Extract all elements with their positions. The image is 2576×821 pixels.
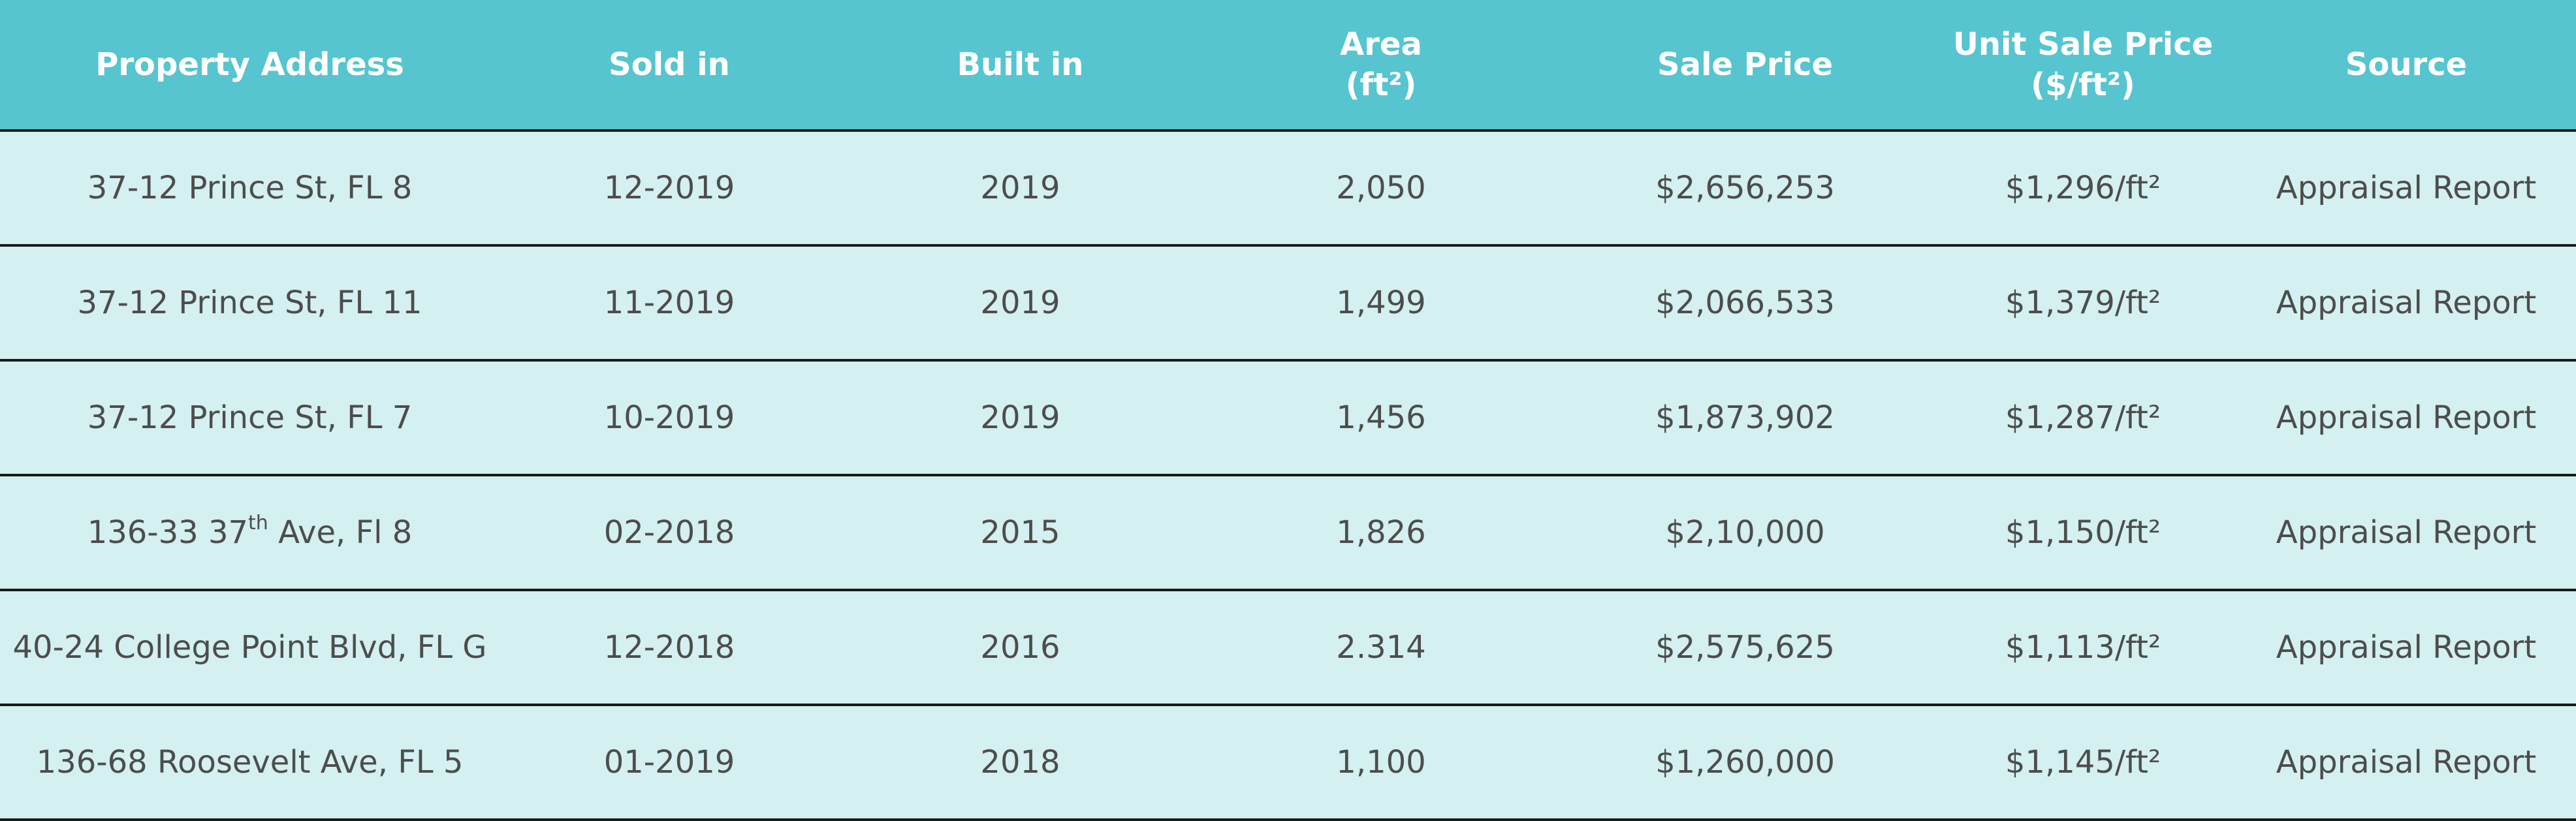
cell-sale-price: $1,873,902	[1561, 360, 1930, 476]
cell-source: Appraisal Report	[2236, 705, 2576, 821]
header-unit: (ft²)	[1345, 67, 1417, 103]
cell-built-in: 2019	[839, 245, 1201, 362]
table-row: 37-12 Prince St, FL 8 12-2019 2019 2,050…	[0, 131, 2576, 247]
cell-built-in: 2018	[839, 705, 1201, 821]
cell-address: 136-68 Roosevelt Ave, FL 5	[0, 705, 500, 821]
cell-built-in: 2019	[839, 131, 1201, 247]
header-label: Built in	[957, 46, 1084, 83]
address-part: Ave, Fl 8	[268, 514, 413, 551]
cell-unit-price: $1,145/ft²	[1930, 705, 2236, 821]
cell-sold-in: 12-2019	[500, 131, 839, 247]
cell-sale-price: $2,656,253	[1561, 131, 1930, 247]
cell-address: 40-24 College Point Blvd, FL G	[0, 590, 500, 706]
header-row: Property Address Sold in Built in Area (…	[0, 0, 2576, 132]
table-row: 40-24 College Point Blvd, FL G 12-2018 2…	[0, 590, 2576, 706]
cell-unit-price: $1,379/ft²	[1930, 245, 2236, 362]
header-sale-price: Sale Price	[1561, 0, 1930, 132]
cell-area: 2,050	[1201, 131, 1561, 247]
header-label: Sale Price	[1657, 46, 1833, 83]
cell-unit-price: $1,150/ft²	[1930, 475, 2236, 591]
cell-sold-in: 12-2018	[500, 590, 839, 706]
cell-address: 136-33 37th Ave, Fl 8	[0, 475, 500, 591]
cell-sold-in: 11-2019	[500, 245, 839, 362]
header-label: Unit Sale Price	[1952, 26, 2214, 63]
cell-source: Appraisal Report	[2236, 360, 2576, 476]
address-part: 136-33 37	[87, 514, 249, 551]
cell-area: 1,826	[1201, 475, 1561, 591]
cell-sold-in: 10-2019	[500, 360, 839, 476]
cell-built-in: 2015	[839, 475, 1201, 591]
table-body: 37-12 Prince St, FL 8 12-2019 2019 2,050…	[0, 131, 2576, 821]
header-sold-in: Sold in	[500, 0, 839, 132]
header-unit-sale-price: Unit Sale Price ($/ft²)	[1930, 0, 2236, 132]
header-label: Source	[2345, 46, 2468, 83]
cell-source: Appraisal Report	[2236, 245, 2576, 362]
table-header: Property Address Sold in Built in Area (…	[0, 0, 2576, 132]
cell-unit-price: $1,113/ft²	[1930, 590, 2236, 706]
cell-sale-price: $2,10,000	[1561, 475, 1930, 591]
cell-area: 1,456	[1201, 360, 1561, 476]
header-area: Area (ft²)	[1201, 0, 1561, 132]
header-label: Sold in	[609, 46, 730, 83]
cell-area: 1,499	[1201, 245, 1561, 362]
cell-area: 2.314	[1201, 590, 1561, 706]
cell-unit-price: $1,296/ft²	[1930, 131, 2236, 247]
cell-built-in: 2019	[839, 360, 1201, 476]
cell-unit-price: $1,287/ft²	[1930, 360, 2236, 476]
header-label: Property Address	[95, 46, 404, 83]
table-row: 37-12 Prince St, FL 11 11-2019 2019 1,49…	[0, 245, 2576, 362]
cell-sold-in: 02-2018	[500, 475, 839, 591]
cell-source: Appraisal Report	[2236, 590, 2576, 706]
cell-sale-price: $1,260,000	[1561, 705, 1930, 821]
cell-source: Appraisal Report	[2236, 475, 2576, 591]
header-property-address: Property Address	[0, 0, 500, 132]
table-row: 136-33 37th Ave, Fl 8 02-2018 2015 1,826…	[0, 475, 2576, 591]
cell-sold-in: 01-2019	[500, 705, 839, 821]
cell-source: Appraisal Report	[2236, 131, 2576, 247]
table-row: 136-68 Roosevelt Ave, FL 5 01-2019 2018 …	[0, 705, 2576, 821]
cell-sale-price: $2,066,533	[1561, 245, 1930, 362]
cell-area: 1,100	[1201, 705, 1561, 821]
cell-address: 37-12 Prince St, FL 8	[0, 131, 500, 247]
cell-built-in: 2016	[839, 590, 1201, 706]
header-built-in: Built in	[839, 0, 1201, 132]
header-unit: ($/ft²)	[2031, 67, 2135, 103]
header-source: Source	[2236, 0, 2576, 132]
cell-sale-price: $2,575,625	[1561, 590, 1930, 706]
cell-address: 37-12 Prince St, FL 7	[0, 360, 500, 476]
ordinal-suffix: th	[248, 512, 268, 534]
table-row: 37-12 Prince St, FL 7 10-2019 2019 1,456…	[0, 360, 2576, 476]
header-label: Area	[1340, 26, 1422, 63]
cell-address: 37-12 Prince St, FL 11	[0, 245, 500, 362]
